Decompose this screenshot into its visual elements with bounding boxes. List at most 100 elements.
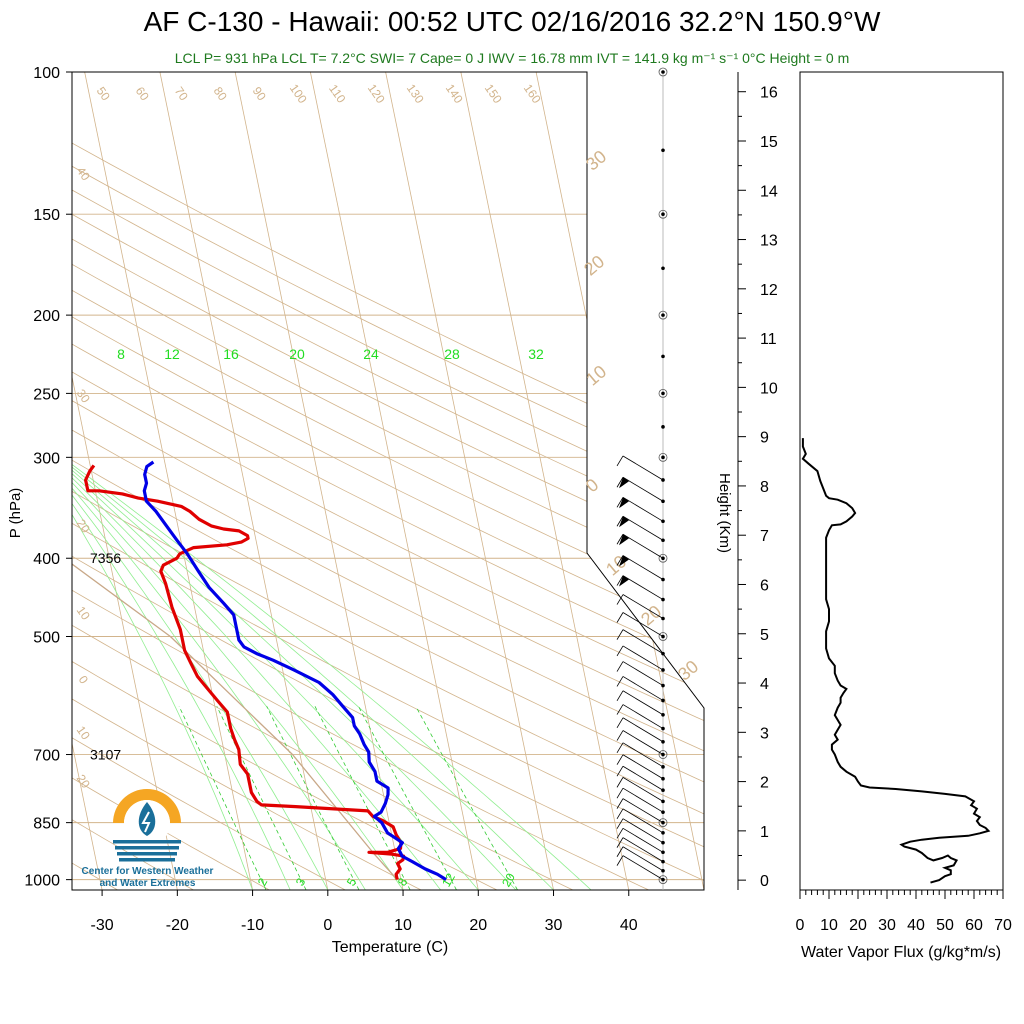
barb-ring-250 xyxy=(658,388,668,398)
wind-barb-feather-800 xyxy=(616,777,624,788)
y-tick-label-300: 300 xyxy=(33,450,60,467)
height-tick-label-12: 12 xyxy=(760,282,778,299)
height-annotation-3107: 3107 xyxy=(90,747,121,763)
y-tick-label-400: 400 xyxy=(33,551,60,568)
wind-barb-feather-650 xyxy=(616,704,624,715)
flux-tick-label-0: 0 xyxy=(796,917,805,934)
moist-adiabat--10 xyxy=(72,72,253,890)
dry-adiabat-90 xyxy=(72,72,704,890)
wind-barb-feather-725 xyxy=(616,742,624,754)
flux-line xyxy=(801,438,991,884)
dry-adiabat-130 xyxy=(72,72,704,890)
barb-ring-150 xyxy=(658,209,668,219)
x-tick-label--10: -10 xyxy=(241,917,264,934)
flux-x-axis-label: Water Vapor Flux (g/kg*m/s) xyxy=(801,944,1001,961)
wind-barb-feather-900 xyxy=(616,818,624,829)
wind-barb-feather-425 xyxy=(616,555,624,566)
mixing-ratio-12 xyxy=(358,706,457,890)
dry-adiabat-170 xyxy=(72,72,704,890)
wind-barb-feather-925 xyxy=(616,828,624,839)
y-tick-label-850: 850 xyxy=(33,816,60,833)
wind-barb-shaft-320 xyxy=(622,455,664,481)
logo-line-1: Center for Western Weather xyxy=(81,866,214,877)
wind-barb-shaft-675 xyxy=(622,717,664,743)
height-tick-label-14: 14 xyxy=(760,183,778,200)
wind-barb-flag-340 xyxy=(619,477,629,489)
dry-adiabat-190 xyxy=(72,72,704,890)
moist-adiabat-label-20: 20 xyxy=(289,346,305,362)
height-tick-label-11: 11 xyxy=(760,331,777,348)
wind-barb-shaft-575 xyxy=(622,661,664,686)
height-tick-label-9: 9 xyxy=(760,430,769,447)
wind-barb-feather-875 xyxy=(616,808,624,820)
height-axis-label: Height (Km) xyxy=(716,473,733,553)
wind-barb-feather-360 xyxy=(616,497,624,508)
wind-barb-feather-625 xyxy=(616,690,624,701)
dry-adiabat-80 xyxy=(72,72,704,890)
wind-barb-feather-500 xyxy=(616,612,624,623)
lightning-icon xyxy=(141,811,151,833)
mixing-ratio-2 xyxy=(178,706,267,890)
skewt-plot-area xyxy=(72,72,704,890)
logo-wave-bar-3 xyxy=(119,858,175,862)
wind-barb-feather-600 xyxy=(616,676,624,687)
water-drop-icon xyxy=(138,802,156,836)
barb-dot-175 xyxy=(661,266,665,271)
x-tick-label-40: 40 xyxy=(620,917,638,934)
moist-adiabat-30 xyxy=(72,72,554,890)
y-tick-label-250: 250 xyxy=(33,386,60,403)
dry-adiabat-160 xyxy=(72,72,704,890)
wind-barb-shaft-875 xyxy=(622,808,664,834)
mixing-ratio-8 xyxy=(314,706,411,890)
mixing-ratio-label-20: 20 xyxy=(499,870,518,889)
wind-barb-shaft-450 xyxy=(622,575,664,600)
wind-barb-feather-550 xyxy=(616,645,624,657)
wind-barb-flag-450 xyxy=(619,575,629,587)
wind-barb-flag-400 xyxy=(619,534,629,546)
barb-ring-200 xyxy=(658,310,668,320)
flux-panel-frame xyxy=(799,71,1004,891)
wind-barb-feather-750 xyxy=(616,754,624,765)
wind-barb-feather-825 xyxy=(616,787,624,799)
wind-barb-shaft-500 xyxy=(622,612,664,637)
wind-barb-flag-425 xyxy=(619,555,629,567)
moist-adiabat-20 xyxy=(72,72,479,890)
wind-barb-feather-1000 xyxy=(616,855,624,866)
barb-ring-100 xyxy=(658,67,668,77)
wind-barb-feather-475 xyxy=(616,594,624,605)
height-tick-label-7: 7 xyxy=(760,528,769,545)
chart-title: AF C-130 - Hawaii: 00:52 UTC 02/16/2016 … xyxy=(143,6,881,37)
moist-adiabat-label-24: 24 xyxy=(363,346,379,362)
wind-barb-feather-950 xyxy=(616,837,624,848)
barb-dot-150 xyxy=(661,212,665,217)
wind-barb-shaft-825 xyxy=(622,787,664,813)
isotherm-label-right-4: 10 xyxy=(602,551,630,579)
wind-barb-feather-340 xyxy=(616,477,624,488)
isotherm-20 xyxy=(309,72,479,890)
barb-dot-225 xyxy=(661,354,665,359)
moist-adiabat-label-16: 16 xyxy=(223,346,239,362)
wind-barb-shaft-1000 xyxy=(622,855,664,880)
height-annotation-7356: 7356 xyxy=(90,550,121,566)
wind-barb-shaft-625 xyxy=(622,690,664,716)
moist-adiabat-0 xyxy=(72,72,329,890)
isotherm-10 xyxy=(234,72,404,890)
dry-adiabat-100 xyxy=(72,72,704,890)
dry-adiabat-200 xyxy=(72,72,704,890)
barb-dot-200 xyxy=(661,313,665,317)
isotherm--20 xyxy=(72,72,178,890)
height-tick-label-15: 15 xyxy=(760,134,778,151)
height-tick-label-3: 3 xyxy=(760,725,769,742)
x-tick-label--30: -30 xyxy=(91,917,114,934)
wind-barb-feather-675 xyxy=(616,717,624,728)
wind-barb-shaft-925 xyxy=(622,827,664,853)
height-tick-label-0: 0 xyxy=(760,873,769,890)
flux-tick-label-50: 50 xyxy=(936,917,954,934)
wind-barb-shaft-800 xyxy=(622,777,664,802)
dewpoint-line xyxy=(142,460,447,881)
wind-barb-shaft-360 xyxy=(622,496,664,522)
wind-barb-shaft-425 xyxy=(622,555,664,580)
barb-ring-300 xyxy=(658,452,668,462)
mixing-ratio-5 xyxy=(266,706,360,890)
dry-adiabat-30 xyxy=(72,72,574,890)
